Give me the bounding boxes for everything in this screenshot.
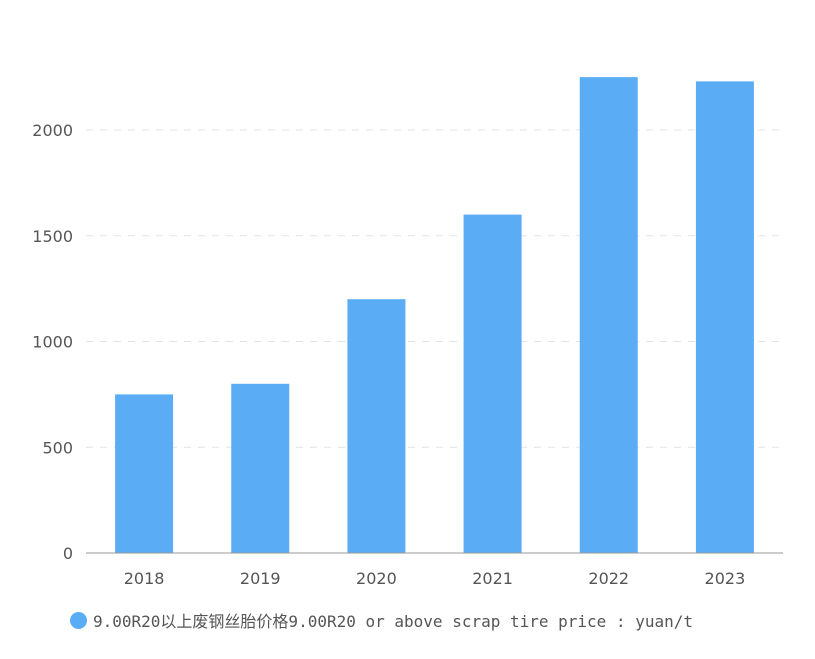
legend: 9.00R20以上废钢丝胎价格9.00R20 or above scrap ti… bbox=[70, 606, 693, 634]
bar-2018 bbox=[115, 394, 174, 553]
y-tick-label-2000: 2000 bbox=[32, 121, 73, 140]
bar-2019 bbox=[231, 383, 290, 553]
x-tick-label-2021: 2021 bbox=[472, 569, 513, 588]
x-tick-label-2022: 2022 bbox=[588, 569, 629, 588]
bars bbox=[115, 77, 754, 553]
x-tick-label-2020: 2020 bbox=[356, 569, 397, 588]
axes: 0 500 1000 1500 2000 2018 2019 2020 2021 2022 2023 bbox=[32, 121, 783, 588]
x-tick-label-2018: 2018 bbox=[124, 569, 165, 588]
bar-2023 bbox=[695, 81, 754, 553]
legend-label: 9.00R20以上废钢丝胎价格9.00R20 or above scrap ti… bbox=[93, 612, 694, 631]
x-tick-label-2023: 2023 bbox=[705, 569, 746, 588]
bar-2021 bbox=[463, 214, 522, 553]
grid-lines bbox=[86, 129, 783, 448]
x-tick-label-2019: 2019 bbox=[240, 569, 281, 588]
legend-circle-icon bbox=[70, 611, 87, 629]
y-tick-label-1500: 1500 bbox=[32, 227, 73, 246]
y-tick-label-0: 0 bbox=[63, 544, 73, 563]
y-tick-label-500: 500 bbox=[42, 438, 73, 457]
bar-2020 bbox=[347, 299, 406, 553]
y-tick-label-1000: 1000 bbox=[32, 333, 73, 352]
bar-2022 bbox=[579, 77, 638, 553]
